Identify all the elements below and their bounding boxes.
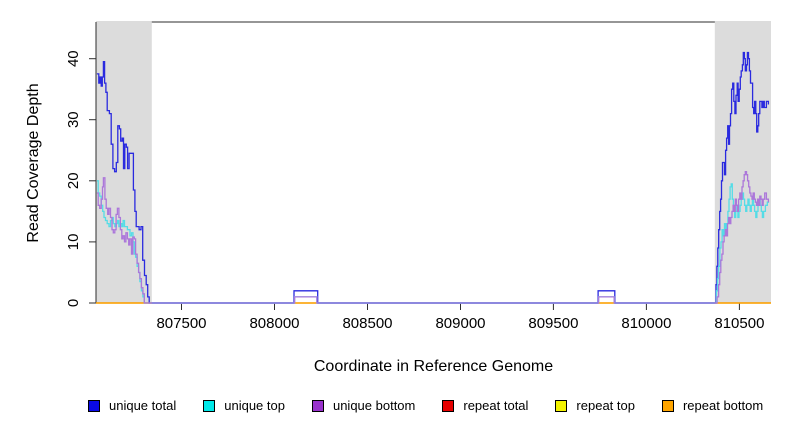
legend-item-repeat-total: repeat total: [442, 399, 528, 412]
series-unique-top: [96, 180, 770, 304]
legend-item-repeat-top: repeat top: [555, 399, 635, 412]
legend-swatch-icon: [661, 399, 674, 412]
x-tick-label: 809000: [435, 315, 485, 332]
x-tick-label: 808000: [249, 315, 299, 332]
legend-label: repeat total: [463, 398, 529, 413]
legend-label: unique total: [109, 398, 177, 413]
series-unique-bottom: [96, 171, 770, 304]
legend-swatch-icon: [311, 399, 324, 412]
series-unique-total: [96, 51, 770, 304]
legend-label: unique top: [224, 398, 285, 413]
y-tick-label: 30: [65, 111, 82, 128]
legend-item-unique-top: unique top: [203, 399, 285, 412]
legend-swatch-icon: [442, 399, 455, 412]
x-tick-label: 809500: [528, 315, 578, 332]
x-tick-label: 808500: [342, 315, 392, 332]
legend-swatch-icon: [555, 399, 568, 412]
x-tick-label: 810500: [714, 315, 764, 332]
legend-item-unique-total: unique total: [88, 399, 176, 412]
legend-item-unique-bottom: unique bottom: [311, 398, 416, 413]
y-tick-label: 40: [65, 50, 82, 67]
legend-label: repeat bottom: [682, 398, 764, 413]
chart-legend: unique total unique top unique bottom repea…: [88, 399, 763, 412]
legend-label: unique bottom: [332, 398, 416, 413]
legend-swatch-icon: [203, 399, 216, 412]
x-tick-label: 807500: [156, 315, 206, 332]
x-tick-label: 810000: [621, 315, 671, 332]
legend-item-repeat-bottom: repeat bottom: [661, 398, 764, 413]
x-axis-title: Coordinate in Reference Genome: [313, 358, 554, 375]
coverage-chart: 807500 808000 808500 809000 809500 810000 8105…: [65, 21, 771, 332]
y-axis-title: Read Coverage Depth: [25, 83, 42, 243]
legend-swatch-icon: [88, 399, 100, 412]
y-tick-label: 0: [65, 299, 82, 307]
y-tick-label: 20: [65, 172, 82, 189]
y-tick-label: 10: [65, 234, 82, 251]
legend-label: repeat top: [576, 398, 635, 413]
